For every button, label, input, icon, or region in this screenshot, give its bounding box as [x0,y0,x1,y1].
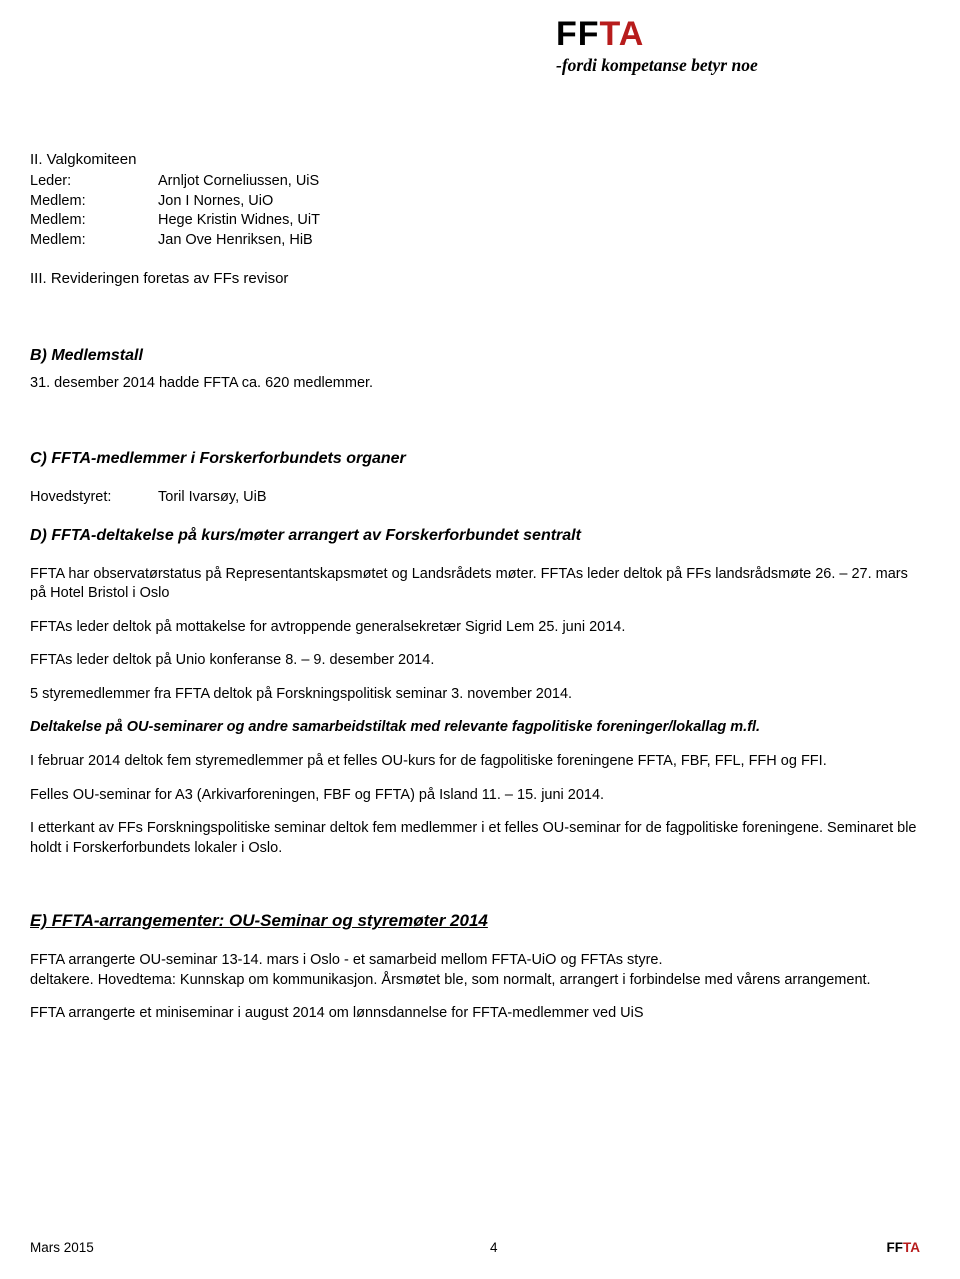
body-text: FFTA arrangerte OU-seminar 13-14. mars i… [30,951,920,971]
role-value: Jon I Nornes, UiO [158,192,273,212]
header-logo: FFTA -fordi kompetanse betyr noe [556,12,758,78]
logo-ta: TA [600,15,645,53]
committee-row: Medlem: Jon I Nornes, UiO [30,192,920,212]
committee-row: Medlem: Jan Ove Henriksen, HiB [30,231,920,251]
role-label: Medlem: [30,231,158,251]
logo-text: FFTA [556,12,758,58]
body-text: FFTAs leder deltok på Unio konferanse 8.… [30,651,920,671]
section-c-title: C) FFTA-medlemmer i Forskerforbundets or… [30,448,920,470]
role-label: Hovedstyret: [30,488,158,508]
footer-date: Mars 2015 [30,1239,94,1257]
role-value: Hege Kristin Widnes, UiT [158,211,320,231]
footer-logo-ff: FF [887,1240,904,1255]
logo-ff: FF [556,15,600,53]
body-text-emphasis: Deltakelse på OU-seminarer og andre sama… [30,718,920,738]
role-label: Medlem: [30,192,158,212]
body-text: I etterkant av FFs Forskningspolitiske s… [30,819,920,858]
page-content: II. Valgkomiteen Leder: Arnljot Corneliu… [0,0,960,1024]
page-footer: Mars 2015 4 FFTA [30,1239,920,1257]
committee-row: Leder: Arnljot Corneliussen, UiS [30,172,920,192]
body-text: Felles OU-seminar for A3 (Arkivarforenin… [30,786,920,806]
role-label: Leder: [30,172,158,192]
footer-logo-ta: TA [903,1240,920,1255]
role-label: Medlem: [30,211,158,231]
body-text: deltakere. Hovedtema: Kunnskap om kommun… [30,971,920,991]
role-value: Toril Ivarsøy, UiB [158,488,267,508]
body-text: I februar 2014 deltok fem styremedlemmer… [30,752,920,772]
footer-logo: FFTA [887,1239,921,1257]
role-value: Arnljot Corneliussen, UiS [158,172,319,192]
section-iii-title: III. Revideringen foretas av FFs revisor [30,269,920,289]
body-text: 5 styremedlemmer fra FFTA deltok på Fors… [30,685,920,705]
section-d-title: D) FFTA-deltakelse på kurs/møter arrange… [30,525,920,547]
hovedstyret-row: Hovedstyret: Toril Ivarsøy, UiB [30,488,920,508]
section-b-body: 31. desember 2014 hadde FFTA ca. 620 med… [30,374,920,394]
section-b-title: B) Medlemstall [30,345,920,367]
page-number: 4 [490,1239,498,1257]
body-text: FFTAs leder deltok på mottakelse for avt… [30,618,920,638]
role-value: Jan Ove Henriksen, HiB [158,231,313,251]
body-text: FFTA har observatørstatus på Representan… [30,565,920,604]
section-ii-title: II. Valgkomiteen [30,150,920,170]
committee-row: Medlem: Hege Kristin Widnes, UiT [30,211,920,231]
section-e-title: E) FFTA-arrangementer: OU-Seminar og sty… [30,910,920,933]
logo-subtitle: -fordi kompetanse betyr noe [556,54,758,78]
body-text: FFTA arrangerte et miniseminar i august … [30,1004,920,1024]
